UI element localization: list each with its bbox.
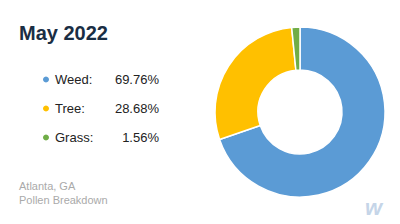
svg-text:May 2022: May 2022 [19, 22, 108, 44]
svg-text:Tree:: Tree: [55, 101, 85, 116]
svg-text:Atlanta, GA: Atlanta, GA [19, 180, 76, 192]
svg-text:Grass:: Grass: [55, 130, 93, 145]
svg-text:28.68%: 28.68% [115, 101, 160, 116]
svg-text:w: w [365, 195, 384, 220]
svg-text:Weed:: Weed: [55, 72, 92, 87]
svg-text:69.76%: 69.76% [115, 72, 160, 87]
svg-text:1.56%: 1.56% [122, 130, 159, 145]
svg-text:Pollen Breakdown: Pollen Breakdown [19, 194, 108, 206]
